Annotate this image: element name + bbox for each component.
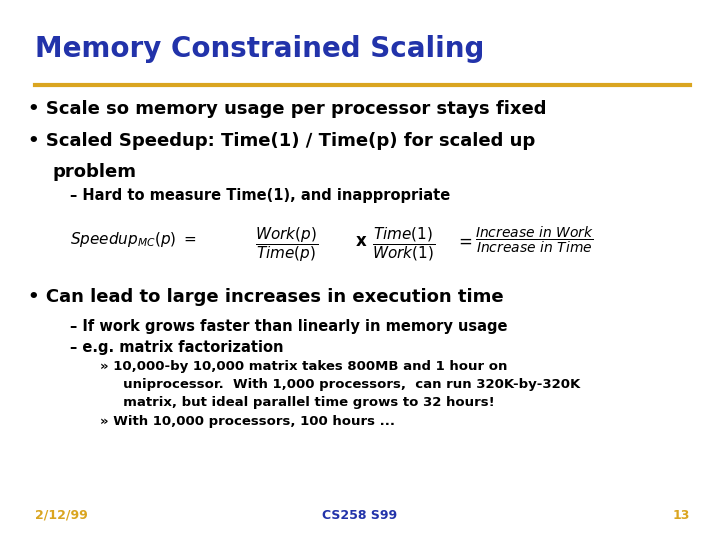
Text: 13: 13 xyxy=(672,509,690,522)
Text: $\mathbf{x}$: $\mathbf{x}$ xyxy=(355,232,367,250)
Text: $\dfrac{\mathit{Work(p)}}{\mathit{Time(p)}}$: $\dfrac{\mathit{Work(p)}}{\mathit{Time(p… xyxy=(255,225,318,264)
Text: uniprocessor.  With 1,000 processors,  can run 320K-by-320K: uniprocessor. With 1,000 processors, can… xyxy=(100,378,580,391)
Text: CS258 S99: CS258 S99 xyxy=(323,509,397,522)
Text: $\dfrac{\mathit{Increase\ in\ Work}}{\mathit{Increase\ in\ Time}}$: $\dfrac{\mathit{Increase\ in\ Work}}{\ma… xyxy=(475,225,594,255)
Text: • Scale so memory usage per processor stays fixed: • Scale so memory usage per processor st… xyxy=(28,100,546,118)
Text: – e.g. matrix factorization: – e.g. matrix factorization xyxy=(70,340,284,355)
Text: • Can lead to large increases in execution time: • Can lead to large increases in executi… xyxy=(28,288,503,306)
Text: 2/12/99: 2/12/99 xyxy=(35,509,88,522)
Text: problem: problem xyxy=(52,163,136,181)
Text: $\mathit{Speedup_{MC}(p)}\ =$: $\mathit{Speedup_{MC}(p)}\ =$ xyxy=(70,230,197,249)
Text: – If work grows faster than linearly in memory usage: – If work grows faster than linearly in … xyxy=(70,319,508,334)
Text: $\dfrac{\mathit{Time(1)}}{\mathit{Work(1)}}$: $\dfrac{\mathit{Time(1)}}{\mathit{Work(1… xyxy=(372,225,435,263)
Text: » 10,000-by 10,000 matrix takes 800MB and 1 hour on: » 10,000-by 10,000 matrix takes 800MB an… xyxy=(100,360,508,373)
Text: $=$: $=$ xyxy=(455,232,472,250)
Text: matrix, but ideal parallel time grows to 32 hours!: matrix, but ideal parallel time grows to… xyxy=(100,396,495,409)
Text: • Scaled Speedup: Time(1) ∕ Time(p) for scaled up: • Scaled Speedup: Time(1) ∕ Time(p) for … xyxy=(28,132,535,150)
Text: » With 10,000 processors, 100 hours ...: » With 10,000 processors, 100 hours ... xyxy=(100,415,395,428)
Text: – Hard to measure Time(1), and inappropriate: – Hard to measure Time(1), and inappropr… xyxy=(70,188,450,203)
Text: Memory Constrained Scaling: Memory Constrained Scaling xyxy=(35,35,485,63)
